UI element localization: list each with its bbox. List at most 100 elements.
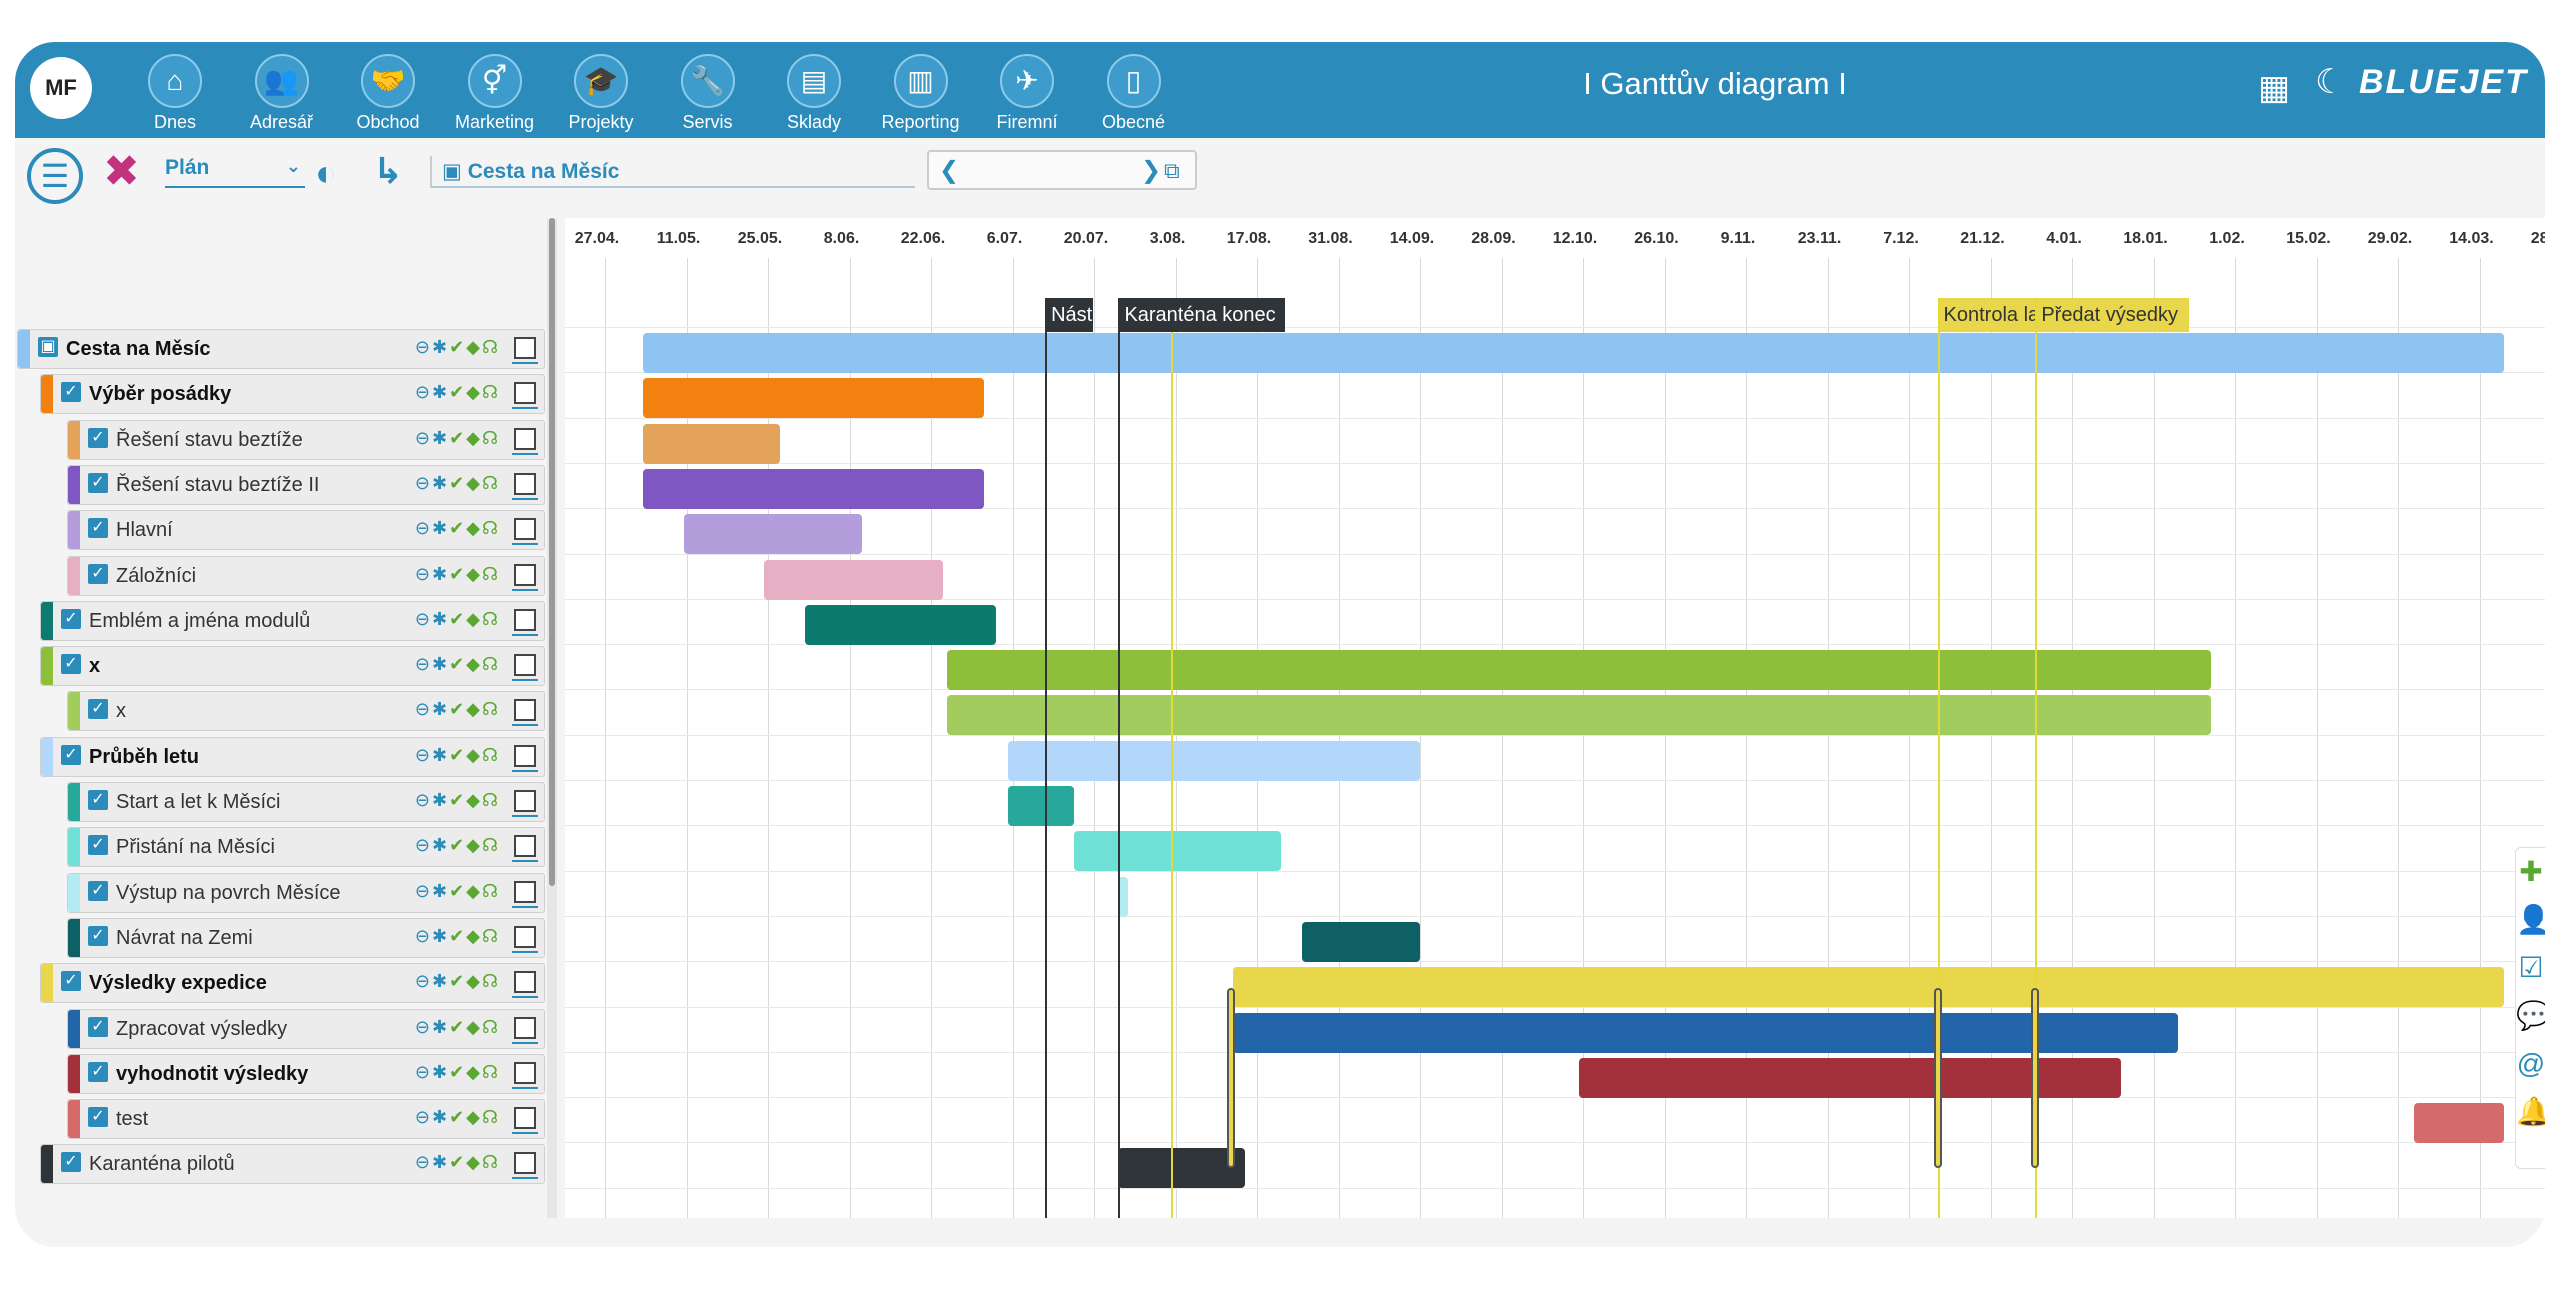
task-select-checkbox[interactable] <box>512 1061 538 1089</box>
task-actions[interactable]: ⊖✱✔◆☊ <box>415 971 500 992</box>
gantt-bar[interactable] <box>1118 876 1129 917</box>
task-row[interactable]: ▣ Cesta na Měsíc ⊖✱✔◆☊ <box>17 329 545 369</box>
link-icon[interactable]: ⊖ <box>414 971 432 992</box>
task-select-checkbox[interactable] <box>512 427 538 455</box>
diamond-icon[interactable]: ◆ <box>466 971 482 992</box>
link-icon[interactable]: ⊖ <box>414 1016 432 1037</box>
task-actions[interactable]: ⊖✱✔◆☊ <box>415 337 500 358</box>
link-icon[interactable]: ⊖ <box>414 563 432 584</box>
diamond-icon[interactable]: ◆ <box>466 1152 482 1173</box>
check-icon[interactable]: ✔ <box>449 790 467 810</box>
check-icon[interactable]: ✔ <box>449 835 467 856</box>
zoom-icon[interactable]: ⧉ <box>1164 158 1180 183</box>
headset-icon[interactable]: ☊ <box>482 790 500 810</box>
milestone-label[interactable]: Předat výsedky <box>2037 298 2190 332</box>
headset-icon[interactable]: ☊ <box>482 382 500 403</box>
link-icon[interactable]: ⊖ <box>414 337 432 357</box>
palette-icon[interactable]: ◐ <box>315 152 337 193</box>
gantt-bar[interactable] <box>1578 1057 2121 1098</box>
task-actions[interactable]: ⊖✱✔◆☊ <box>415 1062 500 1083</box>
task-row[interactable]: ✓ Řešení stavu beztíže II ⊖✱✔◆☊ <box>67 464 545 505</box>
check-icon[interactable]: ✔ <box>449 337 467 357</box>
gantt-bar[interactable] <box>804 604 997 645</box>
task-select-checkbox[interactable] <box>512 563 538 591</box>
palette-icon[interactable]: ✱ <box>431 971 450 992</box>
nav-item-reporting[interactable]: ▥ Reporting <box>871 54 971 138</box>
palette-icon[interactable]: ✱ <box>431 699 450 720</box>
palette-icon[interactable]: ✱ <box>431 744 450 765</box>
milestone-label[interactable]: Nást <box>1047 298 1094 332</box>
nav-item-adresář[interactable]: 👥 Adresář <box>232 54 332 138</box>
headset-icon[interactable]: ☊ <box>482 1016 500 1037</box>
palette-icon[interactable]: ✱ <box>431 654 450 675</box>
task-row[interactable]: ✓ Návrat na Zemi ⊖✱✔◆☊ <box>67 917 545 958</box>
close-icon[interactable]: ✖ <box>103 147 140 196</box>
check-icon[interactable]: ✔ <box>449 971 467 992</box>
task-row[interactable]: ✓ vyhodnotit výsledky ⊖✱✔◆☊ <box>67 1053 545 1094</box>
gantt-bar[interactable] <box>1073 831 1282 872</box>
task-row[interactable]: ✓ Přistání na Měsíci ⊖✱✔◆☊ <box>67 827 545 868</box>
apps-grid-icon[interactable]: ▦ <box>2257 69 2291 107</box>
project-selector[interactable]: ▣ Cesta na Měsíc <box>430 156 915 188</box>
gantt-bar[interactable] <box>2414 1103 2504 1144</box>
task-select-checkbox[interactable] <box>512 790 538 817</box>
link-icon[interactable]: ⊖ <box>414 925 432 946</box>
check-icon[interactable]: ✔ <box>449 925 467 946</box>
chevron-left-icon[interactable]: ❮ <box>939 157 960 184</box>
palette-icon[interactable]: ✱ <box>431 337 450 357</box>
link-icon[interactable]: ⊖ <box>414 382 432 403</box>
check-icon[interactable]: ✔ <box>449 608 467 629</box>
palette-icon[interactable]: ✱ <box>431 925 450 946</box>
task-row[interactable]: ✓ Řešení stavu beztíže ⊖✱✔◆☊ <box>67 419 545 460</box>
diamond-icon[interactable]: ◆ <box>466 1061 482 1082</box>
task-actions[interactable]: ⊖✱✔◆☊ <box>415 745 500 766</box>
task-row[interactable]: ✓ Hlavní ⊖✱✔◆☊ <box>67 510 545 551</box>
diamond-icon[interactable]: ◆ <box>466 835 482 856</box>
task-row[interactable]: ✓ Průběh letu ⊖✱✔◆☊ <box>40 736 545 777</box>
headset-icon[interactable]: ☊ <box>482 1152 500 1173</box>
at-icon[interactable]: @ <box>2516 1048 2545 1079</box>
check-icon[interactable]: ✔ <box>449 1061 467 1082</box>
task-row[interactable]: ✓ Karanténa pilotů ⊖✱✔◆☊ <box>40 1144 545 1185</box>
palette-icon[interactable]: ✱ <box>431 1061 450 1082</box>
diamond-icon[interactable]: ◆ <box>466 654 482 675</box>
gantt-bar[interactable] <box>643 333 2504 373</box>
bell-icon[interactable]: 🔔 <box>2516 1096 2545 1127</box>
link-icon[interactable]: ⊖ <box>414 1107 432 1128</box>
gantt-bar[interactable] <box>763 559 944 600</box>
link-icon[interactable]: ⊖ <box>414 744 432 765</box>
palette-icon[interactable]: ✱ <box>431 472 450 493</box>
diamond-icon[interactable]: ◆ <box>466 382 482 403</box>
nav-item-servis[interactable]: 🔧 Servis <box>658 54 758 138</box>
gantt-bar[interactable] <box>643 468 984 509</box>
gantt-bar[interactable] <box>643 423 781 464</box>
diamond-icon[interactable]: ◆ <box>466 608 482 629</box>
milestone-handle[interactable] <box>1933 988 1942 1168</box>
task-row[interactable]: ✓ Zpracovat výsledky ⊖✱✔◆☊ <box>67 1008 545 1049</box>
nav-item-projekty[interactable]: 🎓 Projekty <box>551 54 651 138</box>
palette-icon[interactable]: ✱ <box>431 563 450 584</box>
palette-icon[interactable]: ✱ <box>431 382 450 403</box>
diamond-icon[interactable]: ◆ <box>466 337 482 357</box>
diamond-icon[interactable]: ◆ <box>466 880 482 901</box>
headset-icon[interactable]: ☊ <box>482 744 500 765</box>
milestone-label[interactable]: Karanténa konec <box>1120 298 1286 332</box>
check-icon[interactable]: ✔ <box>449 427 467 448</box>
diamond-icon[interactable]: ◆ <box>466 427 482 448</box>
task-row[interactable]: ✓ Start a let k Měsíci ⊖✱✔◆☊ <box>67 782 545 822</box>
diamond-icon[interactable]: ◆ <box>466 744 482 765</box>
headset-icon[interactable]: ☊ <box>482 654 500 675</box>
link-icon[interactable]: ⊖ <box>414 790 432 810</box>
nav-item-sklady[interactable]: ▤ Sklady <box>764 54 864 138</box>
link-icon[interactable]: ⊖ <box>414 654 432 675</box>
task-actions[interactable]: ⊖✱✔◆☊ <box>415 428 500 449</box>
task-select-checkbox[interactable] <box>512 880 538 908</box>
headset-icon[interactable]: ☊ <box>482 1061 500 1082</box>
diamond-icon[interactable]: ◆ <box>466 472 482 493</box>
check-icon[interactable]: ✔ <box>449 744 467 765</box>
task-actions[interactable]: ⊖✱✔◆☊ <box>415 1017 500 1038</box>
headset-icon[interactable]: ☊ <box>482 925 500 946</box>
headset-icon[interactable]: ☊ <box>482 518 500 539</box>
link-icon[interactable]: ⊖ <box>414 835 432 856</box>
task-select-checkbox[interactable] <box>512 1152 538 1180</box>
